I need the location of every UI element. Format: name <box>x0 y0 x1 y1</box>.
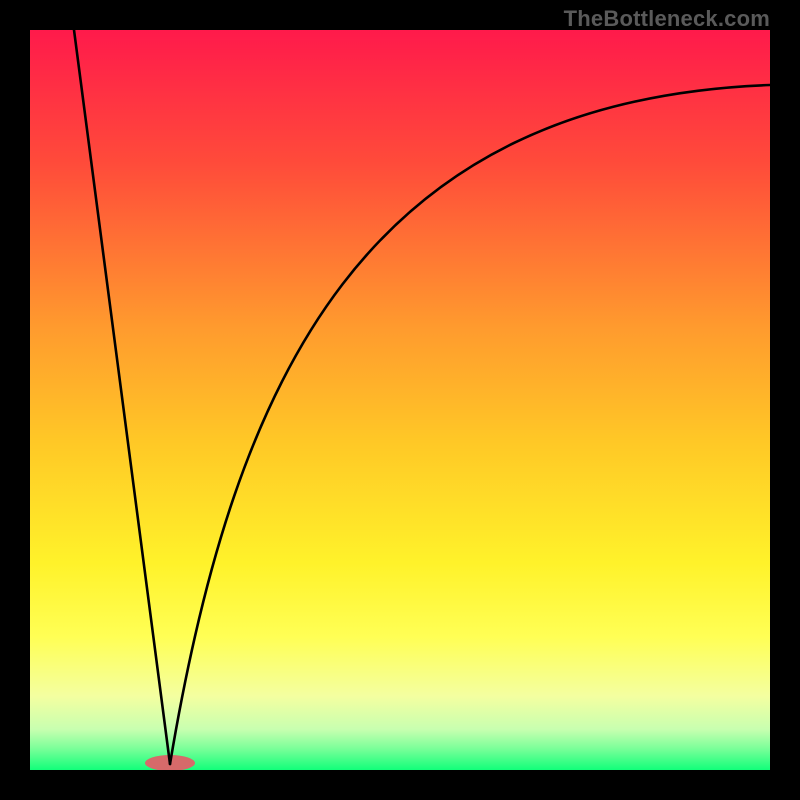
watermark-text: TheBottleneck.com <box>564 6 770 32</box>
gradient-background <box>30 30 770 770</box>
plot-area <box>30 30 770 770</box>
chart-frame: TheBottleneck.com <box>0 0 800 800</box>
